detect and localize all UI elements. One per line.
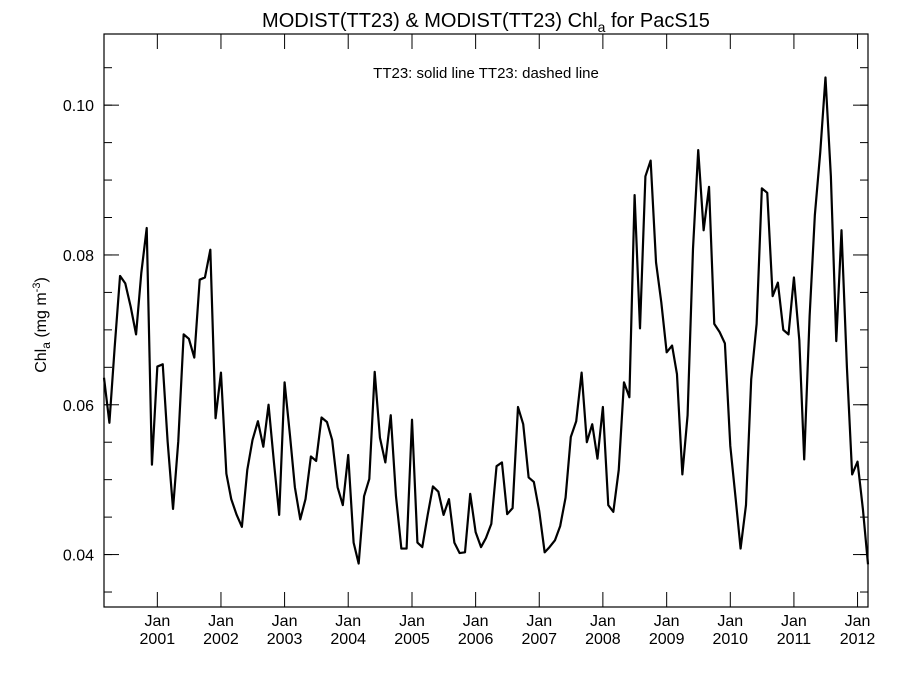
x-tick-label-year: 2010 [712, 631, 748, 648]
x-tick-label-month: Jan [208, 613, 234, 630]
chart-title-suffix: for PacS15 [605, 10, 710, 32]
x-tick-label-year: 2009 [649, 631, 685, 648]
x-tick-label-month: Jan [654, 613, 680, 630]
chart-annotation: TT23: solid line TT23: dashed line [373, 65, 599, 82]
x-tick-label-year: 2001 [140, 631, 176, 648]
chart-title: MODIST(TT23) & MODIST(TT23) Chla for Pac… [262, 10, 710, 35]
y-tick-label: 0.10 [63, 98, 94, 115]
y-axis-label-suffix: ) [33, 277, 50, 282]
y-axis-label-subscript: a [39, 342, 53, 349]
x-tick-label-month: Jan [781, 613, 807, 630]
x-tick-label-year: 2008 [585, 631, 621, 648]
x-tick-label-month: Jan [845, 613, 871, 630]
x-tick-label-month: Jan [399, 613, 425, 630]
x-tick-label-month: Jan [590, 613, 616, 630]
plot-frame [103, 33, 869, 608]
y-axis-label-prefix: Chl [33, 349, 50, 373]
x-tick-label-year: 2004 [330, 631, 366, 648]
x-tick-label-month: Jan [144, 613, 170, 630]
svg-text:Chla (mg m-3): Chla (mg m-3) [31, 277, 53, 373]
chart-title-subscript: a [598, 19, 606, 35]
x-tick-label-year: 2006 [458, 631, 494, 648]
x-tick-label-year: 2002 [203, 631, 239, 648]
y-tick-label: 0.06 [63, 398, 94, 415]
x-tick-label-month: Jan [717, 613, 743, 630]
x-tick-label-year: 2003 [267, 631, 303, 648]
y-axis-label: Chla (mg m-3) [31, 277, 53, 373]
x-tick-label-month: Jan [272, 613, 298, 630]
series-layer [102, 76, 870, 565]
x-tick-label-year: 2012 [840, 631, 876, 648]
y-axis-label-middle: (mg m [33, 292, 50, 342]
x-tick-label-month: Jan [526, 613, 552, 630]
x-tick-label-year: 2005 [394, 631, 430, 648]
series-line [102, 76, 870, 565]
x-tick-label-year: 2011 [777, 631, 812, 648]
chart-title-prefix: MODIST(TT23) & MODIST(TT23) Chl [262, 10, 598, 32]
y-tick-label: 0.08 [63, 248, 94, 265]
x-tick-label-year: 2007 [521, 631, 557, 648]
y-tick-label: 0.04 [63, 548, 94, 565]
axis-ticks: 0.040.060.080.10Jan2001Jan2002Jan2003Jan… [63, 34, 876, 648]
x-tick-label-month: Jan [463, 613, 489, 630]
x-tick-label-month: Jan [335, 613, 361, 630]
y-axis-label-superscript: -3 [31, 283, 43, 293]
